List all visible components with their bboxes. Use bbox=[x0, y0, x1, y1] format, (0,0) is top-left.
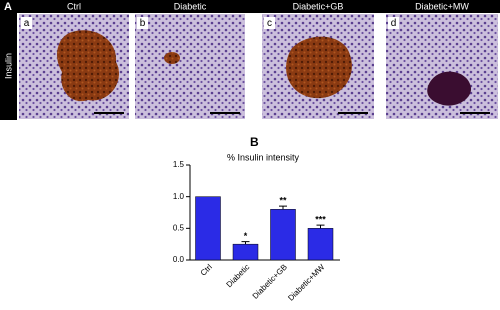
letter-box bbox=[388, 17, 399, 29]
panel-letter: a bbox=[24, 18, 30, 29]
panel-letter: b bbox=[140, 18, 146, 29]
y-tick-label: 0.0 bbox=[173, 255, 185, 264]
column-header: Diabetic bbox=[174, 1, 207, 11]
row-label: Insulin bbox=[3, 53, 13, 79]
row-strip bbox=[0, 0, 17, 120]
column-header: Diabetic+MW bbox=[415, 1, 469, 11]
bar bbox=[307, 228, 334, 261]
bar bbox=[195, 196, 221, 261]
chart-title: % Insulin intensity bbox=[227, 152, 300, 162]
image-panels bbox=[19, 14, 498, 119]
bar bbox=[232, 243, 259, 261]
x-tick-label: Diabetic+MW bbox=[286, 262, 326, 302]
header-strip bbox=[0, 0, 500, 13]
letter-box bbox=[21, 17, 32, 29]
y-tick-label: 0.5 bbox=[173, 223, 185, 232]
significance: * bbox=[244, 231, 248, 241]
micrograph bbox=[386, 14, 498, 119]
letter-box bbox=[137, 17, 148, 29]
x-tick-label: Diabetic+GB bbox=[251, 263, 289, 301]
column-header: Diabetic+GB bbox=[293, 1, 344, 11]
micrograph bbox=[19, 14, 129, 119]
error-bar bbox=[316, 224, 325, 229]
column-header: Ctrl bbox=[67, 1, 81, 11]
micrograph bbox=[262, 14, 374, 119]
error-bar bbox=[279, 205, 287, 210]
y-tick-label: 1.0 bbox=[173, 192, 185, 201]
x-tick-label: Ctrl bbox=[199, 262, 214, 277]
panel-label: B bbox=[250, 135, 259, 149]
x-tick-label: Diabetic bbox=[225, 263, 252, 290]
letter-box bbox=[264, 17, 275, 29]
panel-letter: d bbox=[391, 18, 397, 29]
significance: *** bbox=[315, 215, 326, 225]
panel-label: A bbox=[4, 1, 12, 13]
bar bbox=[270, 209, 296, 261]
micrograph bbox=[135, 14, 245, 119]
significance: ** bbox=[279, 196, 287, 206]
error-bar bbox=[241, 241, 250, 245]
y-tick-label: 1.5 bbox=[173, 160, 185, 169]
panel-letter: c bbox=[267, 18, 272, 29]
